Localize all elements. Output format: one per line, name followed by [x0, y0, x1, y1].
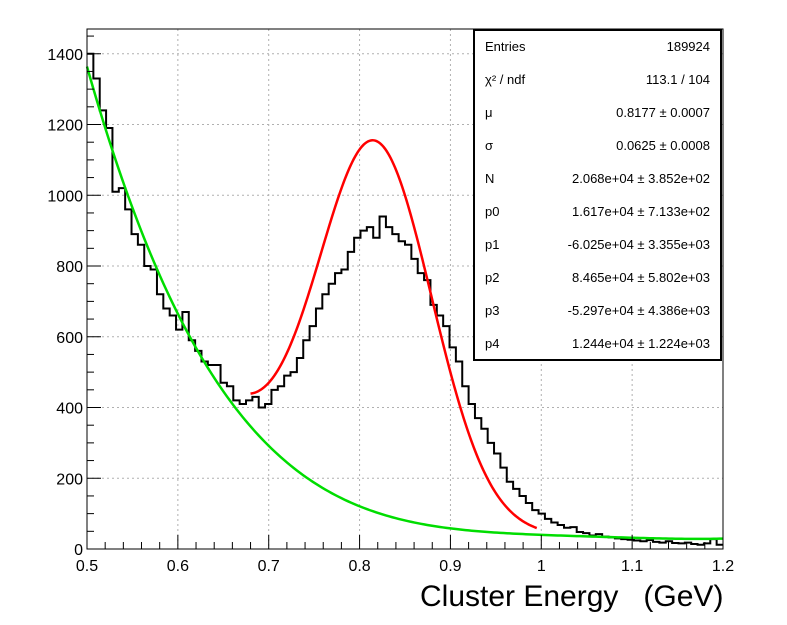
x-tick-label: 1.1: [621, 558, 643, 575]
x-tick-label: 0.9: [439, 558, 461, 575]
series-layer: [85, 52, 724, 546]
x-tick-label: 0.6: [167, 558, 189, 575]
stats-value: -6.025e+04 ± 3.355e+03: [567, 237, 710, 252]
stats-value: -5.297e+04 ± 4.386e+03: [567, 303, 710, 318]
y-tick-label: 800: [56, 259, 83, 276]
x-tick-label: 1.2: [712, 558, 734, 575]
x-tick-label: 0.5: [76, 558, 98, 575]
total-fit-curve: [250, 139, 538, 530]
stats-row-chi2: χ² / ndf 113.1 / 104: [475, 72, 720, 92]
stats-row-p3: p3 -5.297e+04 ± 4.386e+03: [475, 303, 720, 323]
background-fit-curve: [85, 66, 724, 541]
stats-name: χ² / ndf: [485, 72, 526, 87]
plot-frame: [86, 28, 724, 550]
stats-row-p1: p1 -6.025e+04 ± 3.355e+03: [475, 237, 720, 257]
x-tick-label: 0.8: [348, 558, 370, 575]
x-axis-label: Cluster Energy (GeV): [420, 580, 724, 613]
stats-row-p0: p0 1.617e+04 ± 7.133e+02: [475, 204, 720, 224]
y-tick-label: 1400: [47, 47, 83, 64]
stats-row-mu: μ 0.8177 ± 0.0007: [475, 105, 720, 125]
stats-value: 113.1 / 104: [645, 72, 710, 87]
stats-name: p2: [485, 270, 500, 285]
stats-row-p4: p4 1.244e+04 ± 1.224e+03: [475, 336, 720, 356]
stats-name: p4: [485, 336, 500, 351]
stats-value: 2.068e+04 ± 3.852e+02: [572, 171, 710, 186]
stats-value: 8.465e+04 ± 5.802e+03: [572, 270, 710, 285]
stats-row-n: N 2.068e+04 ± 3.852e+02: [475, 171, 720, 191]
axes: 0.5 0.6 0.7 0.8 0.9 1 1.1 1.2 0 200 400 600 800 1000 1…: [47, 35, 734, 575]
y-tick-label: 200: [56, 471, 83, 488]
x-tick-label: 0.7: [258, 558, 280, 575]
stats-name: σ: [485, 138, 494, 153]
stats-name: p1: [485, 237, 500, 252]
stats-value: 1.617e+04 ± 7.133e+02: [572, 204, 710, 219]
stats-value: 189924: [666, 39, 710, 54]
y-tick-label: 600: [56, 330, 83, 347]
y-tick-label: 400: [56, 401, 83, 418]
stats-name: p0: [485, 204, 500, 219]
stats-name: p3: [485, 303, 500, 318]
stats-value: 0.0625 ± 0.0008: [616, 138, 710, 153]
stats-row-p2: p2 8.465e+04 ± 5.802e+03: [475, 270, 720, 290]
stats-value: 0.8177 ± 0.0007: [616, 105, 710, 120]
stats-row-sigma: σ 0.0625 ± 0.0008: [475, 138, 720, 158]
stats-name: Entries: [485, 39, 526, 54]
stats-name: N: [485, 171, 495, 186]
x-tick-label: 1: [537, 558, 546, 575]
y-tick-label: 1000: [47, 188, 83, 205]
stats-value: 1.244e+04 ± 1.224e+03: [572, 336, 710, 351]
stats-name: μ: [485, 105, 493, 120]
y-tick-label: 1200: [47, 118, 83, 135]
stats-box: Entries 189924 χ² / ndf 113.1 / 104 μ 0.…: [473, 29, 722, 361]
stats-row-entries: Entries 189924: [475, 39, 720, 59]
y-tick-label: 0: [74, 542, 83, 559]
